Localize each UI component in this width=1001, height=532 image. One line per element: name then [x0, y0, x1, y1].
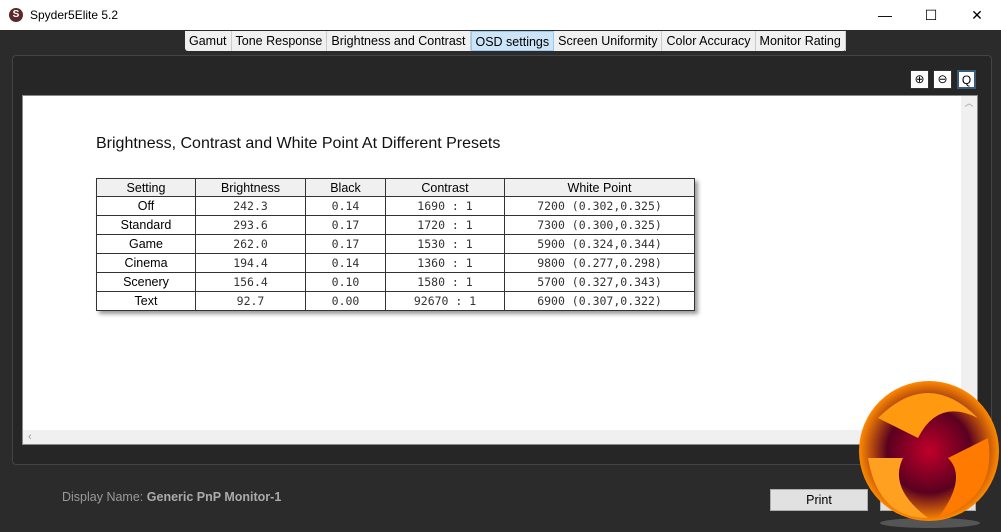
- table-cell: 7300 (0.300,0.325): [504, 215, 695, 235]
- table-cell: 262.0: [195, 234, 306, 254]
- table-row: Game 262.0 0.17 1530 : 1 5900 (0.324,0.344): [96, 234, 695, 254]
- title-bar: S Spyder5Elite 5.2 — ☐ ✕: [0, 0, 1001, 30]
- table-cell: Cinema: [96, 253, 196, 273]
- table-cell: Game: [96, 234, 196, 254]
- zoom-fit-icon[interactable]: Q: [957, 70, 976, 89]
- report-title: Brightness, Contrast and White Point At …: [96, 135, 501, 152]
- table-cell: 1360 : 1: [385, 253, 505, 273]
- table-cell: 6900 (0.307,0.322): [504, 291, 695, 311]
- column-header: White Point: [504, 178, 695, 197]
- table-cell: Scenery: [96, 272, 196, 292]
- table-row: Text 92.7 0.00 92670 : 1 6900 (0.307,0.322): [96, 291, 695, 311]
- table-row: Standard 293.6 0.17 1720 : 1 7300 (0.300,0.3…: [96, 215, 695, 235]
- window-title: Spyder5Elite 5.2: [30, 8, 119, 22]
- table-cell: 1530 : 1: [385, 234, 505, 254]
- maximize-button[interactable]: ☐: [924, 7, 938, 23]
- app-logo-icon: S: [9, 8, 23, 22]
- table-cell: 5900 (0.324,0.344): [504, 234, 695, 254]
- vertical-scrollbar[interactable]: ︿: [961, 96, 977, 431]
- table-cell: Standard: [96, 215, 196, 235]
- table-cell: 194.4: [195, 253, 306, 273]
- zoom-in-icon[interactable]: ⊕: [910, 70, 929, 89]
- tab-bar: Gamut Tone Response Brightness and Contr…: [185, 31, 846, 51]
- table-cell: 0.10: [305, 272, 386, 292]
- table-cell: 242.3: [195, 196, 306, 216]
- table-cell: 0.17: [305, 215, 386, 235]
- table-cell: Text: [96, 291, 196, 311]
- table-cell: 156.4: [195, 272, 306, 292]
- table-cell: 7200 (0.302,0.325): [504, 196, 695, 216]
- table-cell: 1690 : 1: [385, 196, 505, 216]
- table-cell: 9800 (0.277,0.298): [504, 253, 695, 273]
- column-header: Brightness: [195, 178, 306, 197]
- table-row: Off 242.3 0.14 1690 : 1 7200 (0.302,0.325): [96, 196, 695, 216]
- table-cell: 293.6: [195, 215, 306, 235]
- watermark-logo: [859, 381, 999, 528]
- display-name: Display Name: Generic PnP Monitor-1: [62, 490, 281, 504]
- tab-brightness-contrast[interactable]: Brightness and Contrast: [327, 31, 471, 51]
- column-header: Setting: [96, 178, 196, 197]
- table-cell: Off: [96, 196, 196, 216]
- table-row: Scenery 156.4 0.10 1580 : 1 5700 (0.327,0.34…: [96, 272, 695, 292]
- table-cell: 92670 : 1: [385, 291, 505, 311]
- tab-gamut[interactable]: Gamut: [185, 31, 232, 51]
- zoom-out-icon[interactable]: ⊖: [933, 70, 952, 89]
- tab-color-accuracy[interactable]: Color Accuracy: [662, 31, 756, 51]
- presets-table: Setting Brightness Black Contrast White …: [96, 178, 695, 311]
- table-cell: 5700 (0.327,0.343): [504, 272, 695, 292]
- column-header: Black: [305, 178, 386, 197]
- table-cell: 1720 : 1: [385, 215, 505, 235]
- table-cell: 0.14: [305, 196, 386, 216]
- tab-screen-uniformity[interactable]: Screen Uniformity: [554, 31, 663, 51]
- horizontal-scrollbar[interactable]: ‹: [23, 430, 963, 444]
- display-name-value: Generic PnP Monitor-1: [146, 490, 282, 504]
- table-cell: 0.00: [305, 291, 386, 311]
- report-view: Brightness, Contrast and White Point At …: [22, 95, 978, 445]
- print-button[interactable]: Print: [770, 489, 868, 511]
- column-header: Contrast: [385, 178, 505, 197]
- tab-osd-settings[interactable]: OSD settings: [470, 31, 555, 51]
- table-cell: 1580 : 1: [385, 272, 505, 292]
- table-cell: 92.7: [195, 291, 306, 311]
- table-cell: 0.17: [305, 234, 386, 254]
- display-name-label: Display Name:: [62, 490, 144, 504]
- table-row: Cinema 194.4 0.14 1360 : 1 9800 (0.277,0.298…: [96, 253, 695, 273]
- close-button[interactable]: ✕: [971, 7, 983, 23]
- tab-tone-response[interactable]: Tone Response: [232, 31, 328, 51]
- table-cell: 0.14: [305, 253, 386, 273]
- tab-monitor-rating[interactable]: Monitor Rating: [756, 31, 846, 51]
- minimize-button[interactable]: —: [878, 7, 892, 23]
